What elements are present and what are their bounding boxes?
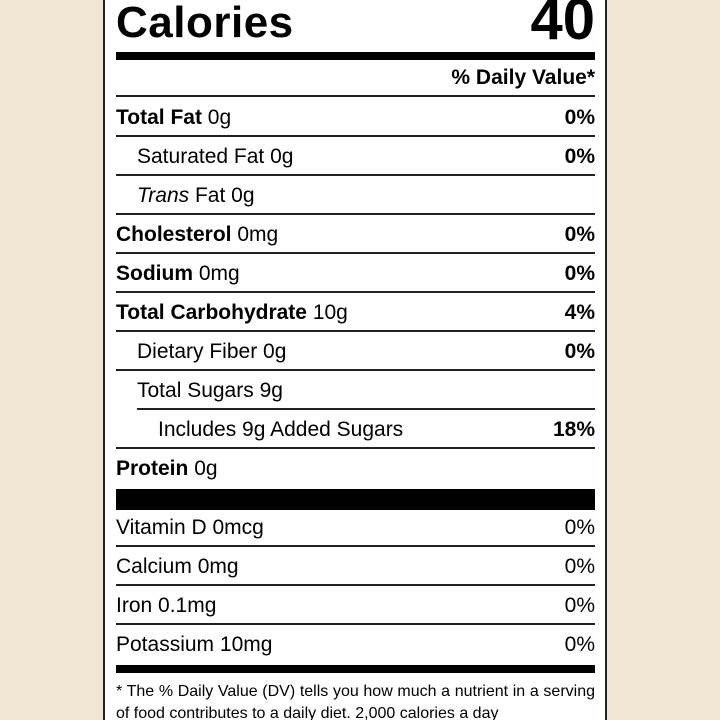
calories-value: 40 bbox=[530, 0, 595, 52]
trans-label: Trans bbox=[137, 184, 190, 207]
nutrient-name: Dietary Fiber bbox=[137, 340, 258, 363]
nutrient-daily-value: 0% bbox=[564, 106, 595, 129]
nutrient-name: Total Sugars bbox=[137, 379, 254, 402]
nutrient-name: Total Carbohydrate bbox=[116, 301, 307, 324]
nutrition-facts-label: Calories 40 % Daily Value* * The % Daily… bbox=[103, 0, 607, 720]
nutrient-daily-value: 18% bbox=[552, 418, 595, 441]
nutrient-row: Cholesterol 0mg 0% bbox=[116, 215, 595, 254]
nutrient-row: Saturated Fat 0g 0% bbox=[116, 137, 595, 176]
nutrient-row: Total Carbohydrate 10g 4% bbox=[116, 293, 595, 332]
fat-label: Fat bbox=[194, 184, 226, 207]
vitamin-row: Calcium 0mg 0% bbox=[116, 547, 595, 586]
nutrient-daily-value: 0% bbox=[564, 145, 595, 168]
vitamin-amount: 0mcg bbox=[212, 516, 264, 539]
nutrient-row: Total Fat 0g 0% bbox=[116, 98, 595, 137]
nutrient-daily-value: 0% bbox=[564, 340, 595, 363]
nutrient-row: Trans Fat 0g bbox=[116, 176, 595, 215]
vitamin-name: Vitamin D bbox=[116, 516, 207, 539]
nutrient-amount: 0g bbox=[263, 340, 287, 363]
nutrient-row: Dietary Fiber 0g 0% bbox=[116, 332, 595, 371]
vitamin-row: Vitamin D 0mcg 0% bbox=[116, 508, 595, 547]
nutrient-amount: 0g bbox=[194, 457, 218, 480]
vitamin-daily-value: 0% bbox=[564, 555, 595, 578]
calories-label: Calories bbox=[116, 0, 294, 47]
nutrient-amount: 0g bbox=[231, 184, 255, 207]
nutrient-amount: 9g bbox=[259, 379, 283, 402]
nutrient-row: Sodium 0mg 0% bbox=[116, 254, 595, 293]
nutrient-name: Trans Fat bbox=[137, 184, 225, 207]
vitamin-row: Iron 0.1mg 0% bbox=[116, 586, 595, 625]
vitamin-amount: 0mg bbox=[197, 555, 239, 578]
calories-row: Calories 40 bbox=[116, 0, 595, 52]
nutrient-amount: 0g bbox=[207, 106, 232, 129]
vitamin-name: Potassium bbox=[116, 633, 215, 656]
nutrient-name: Includes 9g Added Sugars bbox=[158, 418, 404, 441]
thick-divider bbox=[116, 665, 595, 673]
vitamin-amount: 0.1mg bbox=[158, 594, 217, 617]
vitamin-name: Iron bbox=[116, 594, 153, 617]
vitamin-amount: 10mg bbox=[219, 633, 273, 656]
nutrient-amount: 10g bbox=[312, 301, 348, 324]
nutrient-row: Includes 9g Added Sugars 18% bbox=[116, 410, 595, 449]
nutrient-name: Saturated Fat bbox=[137, 145, 265, 168]
vitamin-daily-value: 0% bbox=[564, 633, 595, 656]
nutrient-amount: 0mg bbox=[237, 223, 279, 246]
vitamin-row: Potassium 10mg 0% bbox=[116, 625, 595, 664]
thick-divider bbox=[116, 52, 595, 60]
daily-value-header: % Daily Value* bbox=[116, 58, 595, 97]
vitamin-daily-value: 0% bbox=[564, 594, 595, 617]
nutrient-daily-value: 0% bbox=[564, 262, 595, 285]
nutrient-name: Total Fat bbox=[116, 106, 202, 129]
nutrient-name: Sodium bbox=[116, 262, 193, 285]
nutrient-name: Protein bbox=[116, 457, 189, 480]
nutrient-amount: 0mg bbox=[198, 262, 240, 285]
nutrient-daily-value: 0% bbox=[564, 223, 595, 246]
nutrient-row: Protein 0g bbox=[116, 449, 595, 488]
vitamin-name: Calcium bbox=[116, 555, 192, 578]
nutrient-daily-value: 4% bbox=[564, 301, 595, 324]
nutrient-row: Total Sugars 9g bbox=[137, 371, 595, 410]
nutrient-name: Cholesterol bbox=[116, 223, 232, 246]
vitamin-daily-value: 0% bbox=[564, 516, 595, 539]
footnote: * The % Daily Value (DV) tells you how m… bbox=[116, 683, 595, 720]
nutrient-amount: 0g bbox=[270, 145, 294, 168]
thick-divider bbox=[116, 489, 595, 510]
